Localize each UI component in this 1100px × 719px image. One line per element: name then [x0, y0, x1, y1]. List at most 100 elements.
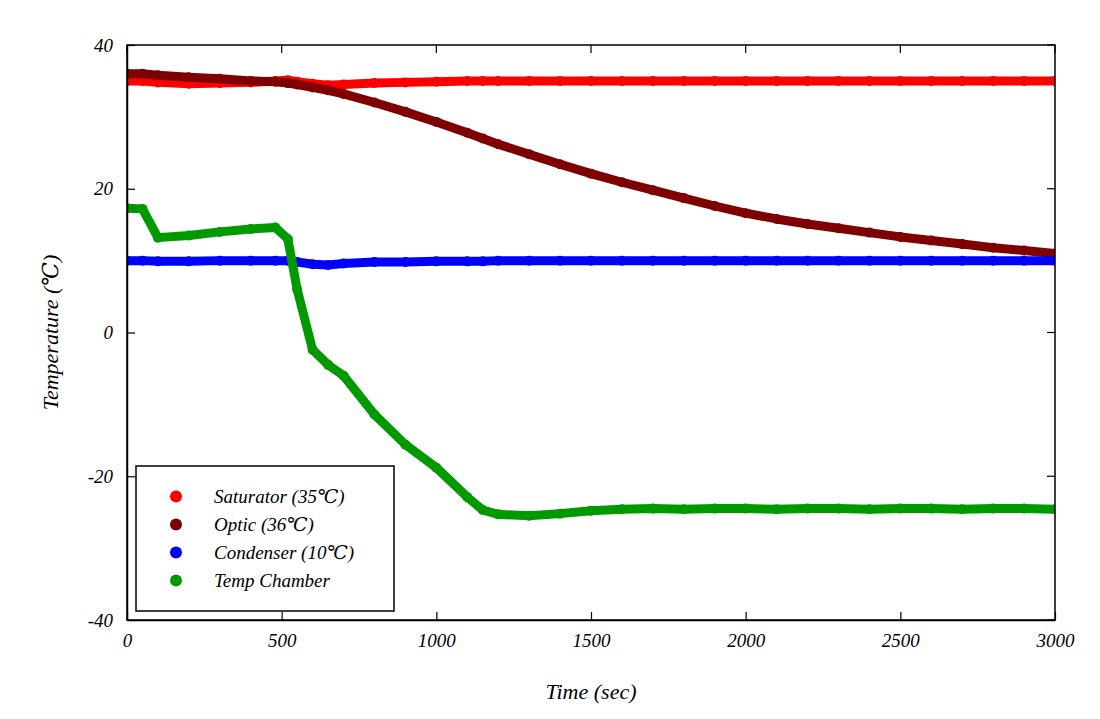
data-point: [803, 219, 813, 229]
tick-mark: [1047, 188, 1055, 189]
tick-label: 2500: [882, 630, 921, 651]
data-point: [648, 76, 658, 86]
data-point: [339, 80, 349, 90]
data-point: [462, 256, 472, 266]
legend-label: Condenser (10℃): [214, 542, 354, 564]
data-point: [833, 504, 843, 514]
data-point: [478, 505, 488, 515]
data-point: [710, 504, 720, 514]
data-point: [803, 256, 813, 266]
data-point: [864, 76, 874, 86]
tick-mark: [1047, 476, 1055, 477]
data-point: [926, 504, 936, 514]
data-point: [679, 504, 689, 514]
data-point: [648, 256, 658, 266]
data-point: [524, 256, 534, 266]
data-point: [246, 76, 256, 86]
tick: 500: [268, 612, 297, 651]
data-point: [617, 76, 627, 86]
legend-marker: [170, 547, 182, 559]
tick-mark: [745, 45, 746, 53]
data-point: [400, 107, 410, 117]
data-point: [339, 259, 349, 269]
data-point: [926, 256, 936, 266]
y-axis-title: Temperature (℃): [38, 255, 63, 411]
data-point: [369, 409, 379, 419]
data-point: [833, 76, 843, 86]
tick-mark: [900, 45, 901, 53]
data-point: [555, 76, 565, 86]
data-point: [478, 76, 488, 86]
data-point: [648, 504, 658, 514]
data-point: [283, 234, 293, 244]
data-point: [215, 256, 225, 266]
tick-mark: [590, 45, 591, 53]
data-point: [431, 463, 441, 473]
tick-mark: [436, 612, 437, 620]
data-point: [1019, 76, 1029, 86]
data-point: [803, 504, 813, 514]
data-point: [833, 223, 843, 233]
data-point: [246, 224, 256, 234]
data-point: [586, 76, 596, 86]
data-point: [215, 74, 225, 84]
data-point: [772, 214, 782, 224]
data-point: [617, 256, 627, 266]
data-point: [137, 204, 147, 214]
data-point: [772, 256, 782, 266]
data-point: [270, 223, 280, 233]
data-point: [555, 256, 565, 266]
tick-label: 1500: [573, 630, 612, 651]
data-point: [957, 256, 967, 266]
frame: [127, 45, 1055, 620]
tick-mark: [281, 45, 282, 53]
data-point: [679, 256, 689, 266]
tick-label: 3000: [1036, 630, 1076, 651]
data-point: [617, 504, 627, 514]
plot: 050010001500200025003000-40-2002040Satur…: [88, 35, 1075, 652]
tick-mark: [591, 612, 592, 620]
data-point: [215, 227, 225, 237]
data-point: [493, 139, 503, 149]
data-point: [400, 77, 410, 87]
data-point: [339, 89, 349, 99]
data-point: [493, 256, 503, 266]
data-point: [772, 504, 782, 514]
plot-frame: [127, 45, 1055, 620]
tick-mark: [1054, 45, 1055, 53]
data-point: [864, 504, 874, 514]
tick-mark: [126, 45, 127, 53]
data-point: [153, 233, 163, 243]
data-point: [988, 76, 998, 86]
data-point: [400, 257, 410, 267]
tick-mark: [900, 612, 901, 620]
data-point: [895, 232, 905, 242]
data-point: [184, 230, 194, 240]
data-point: [462, 76, 472, 86]
data-point: [400, 440, 410, 450]
data-point: [369, 98, 379, 108]
data-point: [864, 228, 874, 238]
tick-mark: [1047, 332, 1055, 333]
data-point: [478, 256, 488, 266]
tick-mark: [127, 476, 135, 477]
data-point: [184, 256, 194, 266]
data-point: [478, 133, 488, 143]
tick-mark: [1047, 619, 1055, 620]
data-point: [292, 284, 302, 294]
tick-label: 2000: [727, 630, 766, 651]
data-point: [586, 256, 596, 266]
x-axis: 050010001500200025003000: [123, 612, 1075, 651]
tick-label: -20: [88, 466, 114, 487]
chart: 050010001500200025003000-40-2002040Satur…: [0, 0, 1100, 719]
legend-box: [136, 466, 394, 611]
tick: -20: [88, 466, 135, 487]
data-point: [270, 256, 280, 266]
data-point: [926, 236, 936, 246]
data-point: [1019, 256, 1029, 266]
data-point: [1019, 504, 1029, 514]
data-point: [586, 506, 596, 516]
data-point: [493, 76, 503, 86]
data-point: [741, 256, 751, 266]
tick: 1500: [573, 612, 612, 651]
